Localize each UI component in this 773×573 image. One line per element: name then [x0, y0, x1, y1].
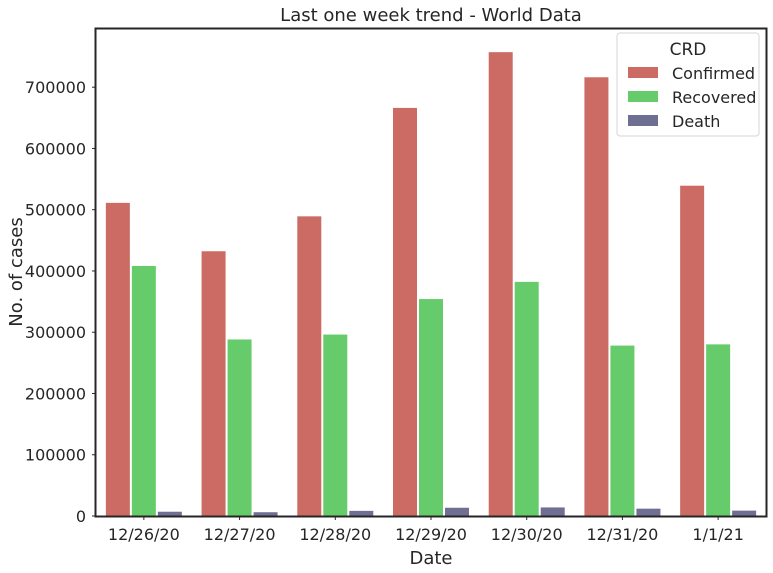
bar-death	[252, 511, 279, 517]
bar-death	[156, 510, 183, 517]
x-tick-label: 1/1/21	[692, 525, 744, 544]
plot-area: 0 100000 200000 300000 400000 500000 600000 700…	[25, 51, 758, 544]
bar-death	[635, 507, 662, 517]
bar-recovered	[705, 343, 732, 517]
x-tick-label: 12/30/20	[491, 525, 563, 544]
y-tick-label: 100000	[25, 446, 86, 465]
bar-recovered	[418, 298, 444, 517]
bar-confirmed	[104, 201, 131, 517]
bar-confirmed	[679, 184, 706, 517]
bar-recovered	[609, 344, 636, 517]
legend-label-confirmed: Confirmed	[672, 64, 755, 83]
legend-label-death: Death	[672, 112, 720, 131]
bar-confirmed	[487, 51, 514, 517]
legend-title: CRD	[670, 40, 707, 60]
x-tick-label: 12/28/20	[299, 525, 371, 544]
bar-recovered	[322, 333, 349, 517]
bar-confirmed	[200, 250, 227, 517]
x-tick-label: 12/27/20	[204, 525, 276, 544]
y-tick-label: 0	[76, 507, 86, 526]
y-tick-label: 700000	[25, 78, 86, 97]
bar-death	[731, 509, 758, 517]
bar-death	[444, 506, 470, 517]
y-tick-label: 400000	[25, 262, 86, 281]
y-axis-label: No. of cases	[6, 217, 27, 326]
bar-recovered	[513, 280, 540, 517]
y-tick-label: 200000	[25, 384, 86, 403]
x-tick-label: 12/31/20	[586, 525, 658, 544]
legend: CRD Confirmed Recovered Death	[616, 32, 760, 137]
bar-recovered	[226, 338, 253, 517]
chart-title: Last one week trend - World Data	[280, 5, 582, 26]
y-tick-label: 600000	[25, 139, 86, 158]
bar-confirmed	[583, 76, 610, 517]
bar-recovered	[130, 264, 157, 517]
bar-confirmed	[296, 215, 323, 517]
legend-label-recovered: Recovered	[672, 88, 756, 107]
y-tick-label: 300000	[25, 323, 86, 342]
legend-swatch-death	[628, 115, 658, 126]
x-tick-label: 12/26/20	[108, 525, 180, 544]
bar-death	[539, 506, 566, 517]
x-tick-label: 12/29/20	[395, 525, 467, 544]
legend-box	[616, 32, 760, 137]
bar-death	[348, 509, 375, 517]
plot-frame	[94, 27, 768, 518]
legend-swatch-recovered	[628, 91, 658, 102]
legend-swatch-confirmed	[628, 67, 658, 78]
y-tick-label: 500000	[25, 201, 86, 220]
x-axis-label: Date	[409, 548, 452, 569]
bar-confirmed	[392, 106, 418, 517]
